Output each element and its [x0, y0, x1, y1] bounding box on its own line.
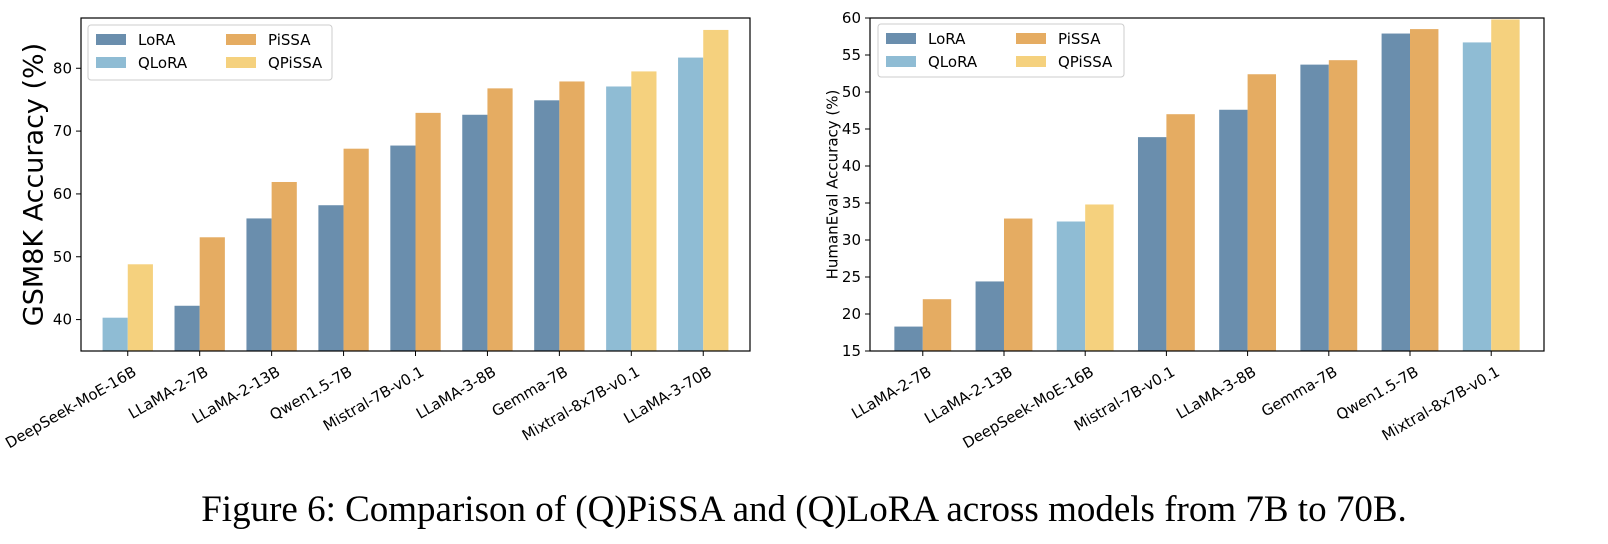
legend-swatch-qpissa [226, 57, 256, 68]
bar-qlora [678, 57, 704, 351]
bar-qlora [606, 86, 632, 351]
y-axis-label: HumanEval Accuracy (%) [824, 90, 842, 280]
bar-pissa [1003, 218, 1033, 351]
bar-qpissa [703, 29, 729, 351]
legend-label-qpissa: QPiSSA [1058, 53, 1113, 71]
bar-pissa [1247, 74, 1277, 352]
bar-lora [246, 218, 272, 351]
legend-box [87, 24, 333, 81]
legend-label-pissa: PiSSA [1058, 30, 1101, 48]
bar-qpissa [127, 264, 153, 351]
bar-lora [1300, 64, 1329, 352]
legend-box [877, 23, 1125, 78]
legend-label-lora: LoRA [928, 30, 966, 48]
bar-lora [1219, 109, 1248, 351]
y-axis-label: GSM8K Accuracy (%) [19, 43, 50, 326]
x-tick-label: Gemma-7B [1258, 363, 1340, 421]
legend-swatch-lora [886, 33, 916, 44]
bar-lora [318, 205, 344, 351]
bar-lora [1137, 137, 1167, 351]
legend-swatch-lora [96, 34, 126, 45]
y-tick-label: 30 [842, 231, 861, 249]
bar-qpissa [1491, 19, 1520, 351]
bar-pissa [487, 88, 513, 352]
y-tick-label: 70 [53, 122, 72, 140]
bar-pissa [343, 148, 369, 351]
legend: LoRA PiSSA QLoRA QPiSSA [87, 24, 333, 81]
bar-qpissa [631, 71, 657, 351]
legend-label-qpissa: QPiSSA [268, 54, 323, 72]
chart-1: DeepSeek-MoE-16BLLaMA-2-7BLLaMA-2-13BQwe… [2, 17, 751, 453]
legend-swatch-qpissa [1016, 56, 1046, 67]
bar-pissa [199, 237, 225, 351]
y-tick-label: 50 [53, 248, 72, 266]
bar-qlora [1462, 42, 1492, 352]
legend: LoRA PiSSA QLoRA QPiSSA [877, 23, 1125, 78]
bar-pissa [415, 112, 441, 352]
y-tick-label: 50 [842, 83, 861, 101]
bar-lora [462, 114, 488, 351]
bar-lora [174, 305, 200, 351]
y-tick-label: 60 [842, 9, 861, 27]
legend-label-qlora: QLoRA [138, 54, 188, 72]
y-tick-label: 55 [842, 46, 861, 64]
x-tick-label: LLaMA-3-8B [1173, 363, 1259, 423]
y-tick-label: 80 [53, 59, 72, 77]
bar-qlora [102, 317, 128, 351]
legend-label-qlora: QLoRA [928, 53, 978, 71]
bar-lora [975, 281, 1004, 351]
bar-pissa [1166, 114, 1195, 351]
bar-pissa [559, 81, 585, 352]
y-tick-label: 15 [842, 342, 861, 360]
legend-label-lora: LoRA [138, 31, 176, 49]
legend-swatch-pissa [1016, 33, 1046, 44]
legend-swatch-qlora [96, 57, 126, 68]
figure-caption: Figure 6: Comparison of (Q)PiSSA and (Q)… [201, 489, 1407, 530]
legend-label-pissa: PiSSA [268, 31, 311, 49]
bar-pissa [1410, 29, 1439, 351]
bar-pissa [271, 181, 297, 351]
y-tick-label: 45 [842, 120, 861, 138]
bar-lora [534, 100, 560, 351]
y-tick-label: 25 [842, 268, 861, 286]
bar-qlora [1056, 221, 1086, 351]
bar-lora [390, 145, 416, 351]
bar-lora [1381, 33, 1411, 351]
y-tick-label: 35 [842, 194, 861, 212]
y-tick-label: 20 [842, 305, 861, 323]
y-tick-label: 40 [842, 157, 861, 175]
x-tick-label: DeepSeek-MoE-16B [960, 363, 1097, 453]
y-tick-label: 40 [53, 311, 72, 329]
y-tick-label: 60 [53, 185, 72, 203]
x-tick-label: DeepSeek-MoE-16B [2, 363, 139, 453]
bar-lora [894, 326, 923, 351]
plot-frame [80, 17, 751, 352]
legend-swatch-pissa [226, 34, 256, 45]
x-tick-label: Mixtral-8x7B-v0.1 [519, 363, 643, 445]
bar-pissa [922, 299, 952, 351]
chart-2: LLaMA-2-7BLLaMA-2-13BDeepSeek-MoE-16BMis… [824, 9, 1545, 452]
x-tick-label: LLaMA-3-8B [413, 363, 499, 423]
bar-qpissa [1085, 204, 1114, 351]
plot-frame [869, 17, 1545, 352]
legend-swatch-qlora [886, 56, 916, 67]
bar-pissa [1328, 60, 1358, 352]
